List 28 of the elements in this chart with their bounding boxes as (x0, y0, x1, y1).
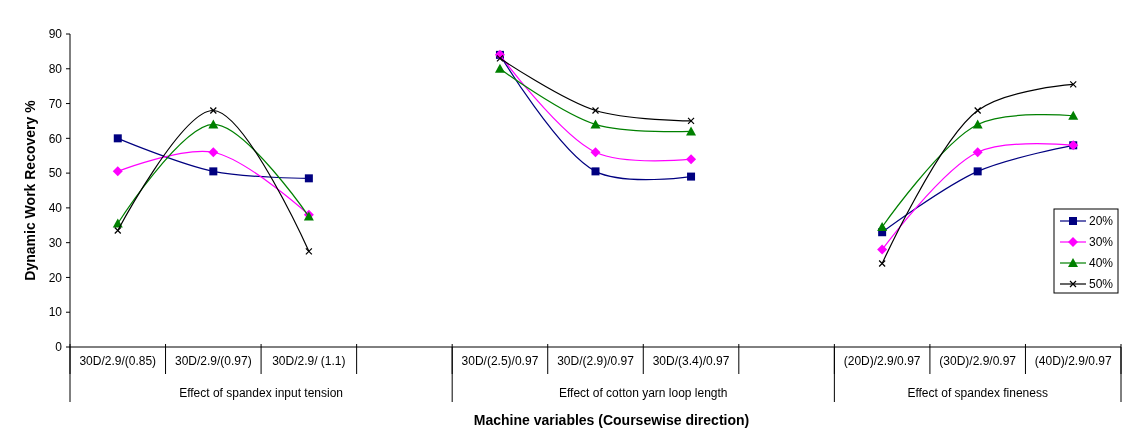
x-tick-label: (20D)/2.9/0.97 (843, 354, 921, 369)
y-tick-label: 60 (48, 131, 63, 146)
x-tick-label: 30D/2.9/(0.97) (174, 354, 252, 369)
legend-label: 30% (1089, 235, 1114, 250)
legend-label: 20% (1089, 214, 1114, 229)
y-axis-title: Dynamic Work Recovery % (22, 99, 38, 281)
y-tick-label: 30 (48, 235, 63, 250)
y-tick-label: 10 (48, 305, 63, 320)
y-tick-label: 70 (48, 96, 63, 111)
x-axis-title: Machine variables (Coursewise direction) (473, 411, 750, 428)
y-tick-label: 80 (48, 61, 63, 76)
y-tick-label: 50 (48, 166, 63, 181)
x-tick-label: 30D/(3.4)/0.97 (652, 354, 730, 369)
legend-label: 40% (1089, 256, 1114, 271)
legend-label: 50% (1089, 277, 1114, 292)
text: Effect of spandex fineness (907, 386, 1048, 401)
x-tick-label: 30D/2.9/(0.85) (79, 354, 157, 369)
x-tick-label: 30D/(2.5)/0.97 (461, 354, 539, 369)
text: Effect of spandex input tension (179, 386, 344, 401)
y-tick-label: 20 (48, 270, 63, 285)
x-tick-label: (30D)/2.9/0.97 (939, 354, 1017, 369)
y-tick-label: 40 (48, 201, 63, 216)
y-tick-label: 0 (55, 340, 63, 355)
text: Effect of cotton yarn loop length (558, 386, 728, 401)
y-tick-label: 90 (48, 27, 63, 42)
x-tick-label: (40D)/2.9/0.97 (1034, 354, 1112, 369)
x-tick-label: 30D/2.9/ (1.1) (272, 354, 346, 369)
x-tick-label: 30D/(2.9)/0.97 (557, 354, 635, 369)
